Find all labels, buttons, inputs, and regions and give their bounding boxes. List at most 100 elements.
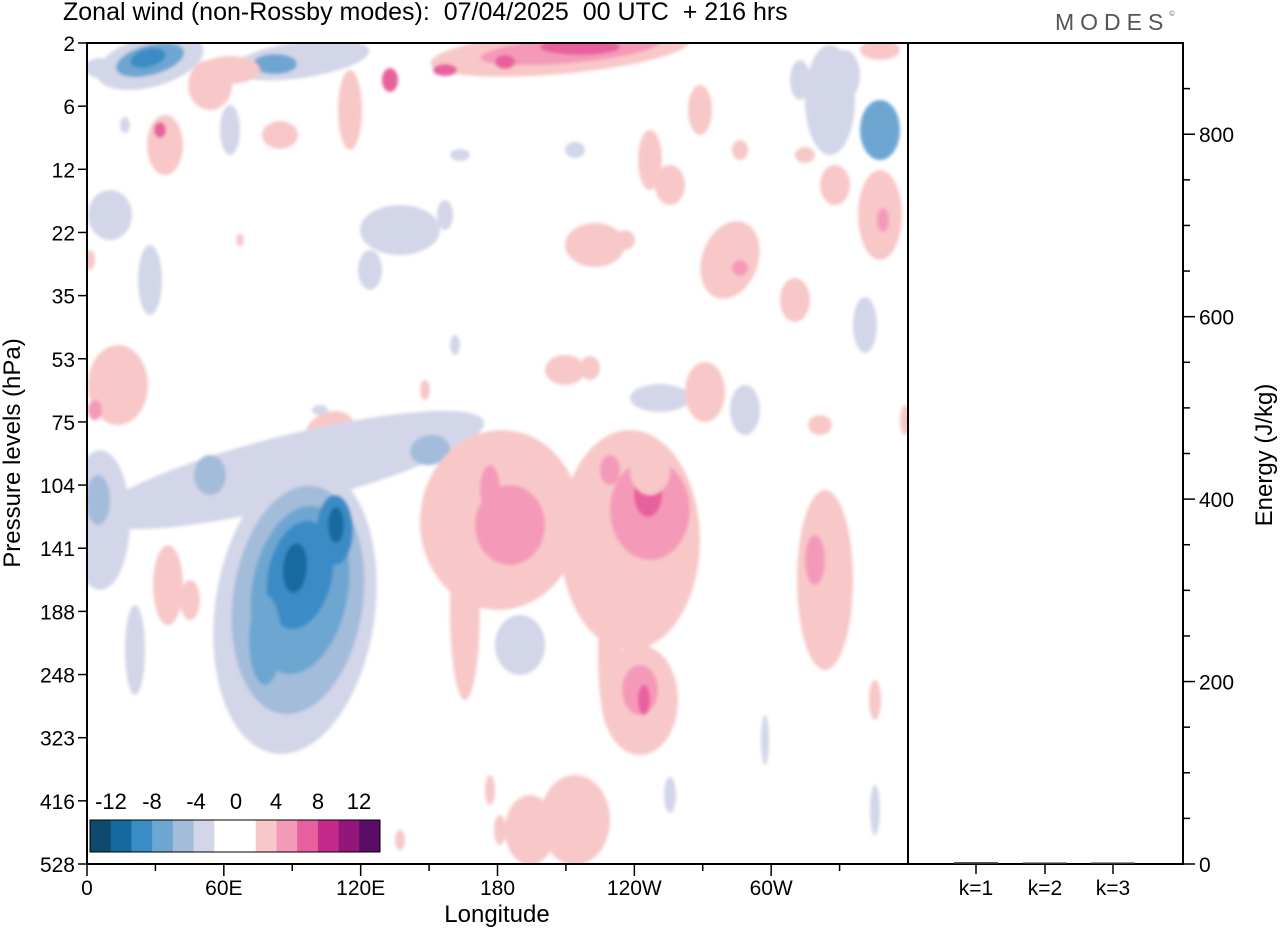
contour-region-negative (194, 455, 226, 495)
contour-region-positive (900, 405, 908, 435)
contour-region-positive (655, 165, 685, 205)
contour-region-positive (262, 121, 298, 149)
contour-region-positive (420, 380, 430, 400)
contour-region-positive (540, 775, 610, 864)
colorbar-label: 0 (230, 789, 242, 814)
contour-region-positive (877, 208, 889, 232)
colorbar-label: 4 (270, 789, 282, 814)
contour-region-negative (87, 58, 115, 78)
contour-region-negative (220, 105, 240, 155)
contour-region-negative (860, 100, 900, 160)
x-tick-label: 120E (336, 877, 385, 900)
contour-region-negative (410, 434, 450, 466)
y-tick-label: 248 (40, 665, 75, 688)
colorbar-label: 8 (312, 789, 324, 814)
contour-region-negative (730, 385, 760, 435)
contour-region-positive (615, 230, 635, 250)
contour-region-positive (732, 140, 748, 160)
contour-region-positive (153, 545, 183, 625)
contour-region-positive (88, 400, 102, 420)
contour-region-positive (598, 570, 622, 730)
colorbar-swatch (317, 820, 340, 852)
contour-field (87, 43, 908, 864)
energy-tick-label: 800 (1199, 124, 1234, 147)
contour-region-positive (860, 43, 900, 60)
y-tick-label: 6 (63, 96, 75, 119)
logo-mark: © (1169, 11, 1175, 18)
y-axis-title: Pressure levels (hPa) (0, 338, 26, 567)
energy-axis: 0 200 400 600 800 (1183, 87, 1234, 877)
contour-region-positive (540, 43, 620, 55)
contour-region-negative (450, 335, 460, 355)
colorbar-swatch (110, 820, 132, 852)
contour-region-positive (188, 60, 232, 110)
energy-category-label: k=2 (1028, 877, 1062, 900)
energy-bar (1091, 862, 1135, 864)
colorbar-swatch (255, 820, 277, 852)
contour-region-negative (125, 605, 145, 695)
contour-region-negative (88, 190, 132, 240)
contour-region-positive (795, 147, 815, 163)
contour-region-negative (790, 60, 810, 100)
contour-region-positive (180, 580, 200, 620)
colorbar-legend: -12 -8 -4 0 4 8 12 (88, 780, 384, 862)
contour-region-positive (630, 445, 670, 495)
energy-bars: k=1 k=2 k=3 (954, 862, 1135, 900)
contour-region-positive (450, 520, 480, 700)
contour-region-negative (358, 250, 382, 290)
contour-region-positive (700, 221, 760, 299)
x-axis-title: Longitude (444, 901, 549, 928)
contour-region-positive (600, 455, 620, 485)
contour-region-positive (732, 260, 748, 276)
colorbar-swatch (214, 820, 236, 852)
page-title: Zonal wind (non-Rossby modes): 07/04/202… (63, 0, 788, 26)
energy-tick-label: 0 (1199, 854, 1211, 877)
contour-region-positive (395, 830, 405, 850)
y-axis: 2 6 12 22 35 53 75 104 141 188 248 323 416 528 (40, 33, 87, 877)
contour-region-positive (154, 122, 166, 138)
contour-region-positive (88, 345, 148, 425)
contour-region-negative (360, 205, 440, 255)
contour-region-positive (565, 223, 625, 267)
contour-region-positive (805, 535, 825, 585)
colorbar-swatch (131, 820, 153, 852)
y-tick-label: 323 (40, 728, 75, 751)
colorbar-label: 12 (347, 789, 371, 814)
y-tick-label: 22 (52, 222, 75, 245)
contour-region-negative (761, 715, 769, 765)
colorbar-swatch (297, 820, 319, 852)
contour-region-positive (780, 278, 810, 322)
contour-region-positive (433, 64, 457, 76)
energy-axis-title: Energy (J/kg) (1251, 384, 1278, 527)
colorbar-swatch (359, 820, 381, 852)
contour-region-negative (282, 543, 308, 593)
colorbar-swatch (276, 820, 298, 852)
y-tick-label: 35 (52, 286, 75, 309)
modes-logo: MODES© (1055, 9, 1175, 36)
y-tick-label: 104 (40, 475, 75, 498)
contour-region-positive (580, 356, 600, 380)
x-tick-label: 60W (750, 877, 793, 900)
contour-region-positive (338, 70, 362, 150)
contour-region-positive (869, 680, 881, 720)
x-axis: 0 60E 120E 180 120W 60W (81, 864, 841, 900)
y-tick-label: 416 (40, 791, 75, 814)
colorbar-swatch (90, 820, 112, 852)
colorbar-frame (89, 819, 381, 853)
contour-region-negative (450, 149, 470, 161)
contour-region-positive (545, 355, 585, 385)
contour-region-positive (638, 685, 650, 715)
energy-category-label: k=3 (1096, 877, 1130, 900)
contour-region-positive (236, 234, 244, 246)
contour-region-negative (253, 54, 297, 74)
contour-region-positive (382, 68, 398, 92)
energy-panel-frame (907, 42, 1184, 865)
contour-region-negative (565, 142, 585, 158)
contour-region-positive (87, 250, 95, 270)
contour-region-negative (130, 48, 166, 68)
contour-region-negative (830, 50, 860, 100)
energy-bar (954, 862, 998, 864)
colorbar-label: -8 (142, 789, 162, 814)
y-tick-label: 528 (40, 854, 75, 877)
energy-tick-label: 400 (1199, 489, 1234, 512)
